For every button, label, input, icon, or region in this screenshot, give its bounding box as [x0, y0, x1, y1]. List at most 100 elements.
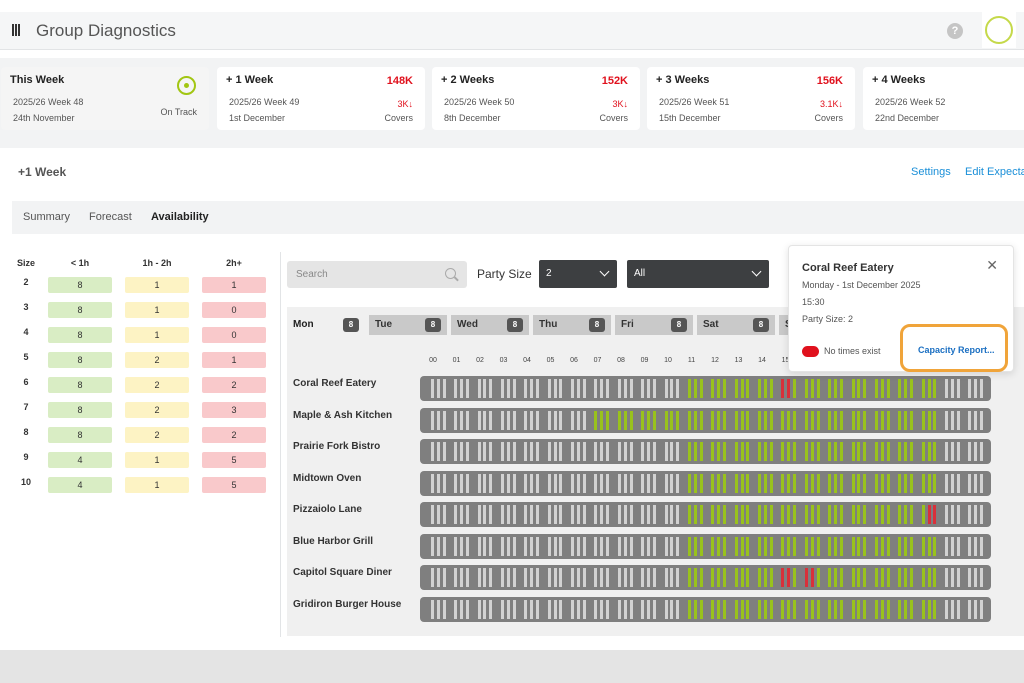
time-slot[interactable] [927, 505, 931, 524]
time-slot[interactable] [874, 505, 878, 524]
time-slot[interactable] [956, 536, 960, 556]
time-slot[interactable] [734, 379, 738, 398]
time-slot[interactable] [500, 379, 504, 398]
count-cell[interactable]: 4 [48, 477, 112, 493]
time-slot[interactable] [641, 599, 645, 619]
time-slot[interactable] [834, 505, 838, 524]
time-slot[interactable] [851, 536, 855, 556]
time-slot[interactable] [664, 536, 668, 556]
time-slot[interactable] [623, 599, 627, 619]
time-slot[interactable] [980, 536, 984, 556]
party-size-select[interactable]: 2 [539, 260, 617, 288]
time-slot[interactable] [500, 599, 504, 619]
time-slot[interactable] [857, 599, 861, 619]
time-slot[interactable] [699, 568, 703, 587]
time-slot[interactable] [571, 599, 575, 619]
time-slot[interactable] [594, 536, 598, 556]
time-slot[interactable] [851, 599, 855, 619]
time-slot[interactable] [921, 379, 925, 398]
time-slot[interactable] [880, 379, 884, 398]
time-slot[interactable] [834, 568, 838, 587]
time-slot[interactable] [576, 410, 580, 430]
time-slot[interactable] [781, 599, 785, 619]
time-slot[interactable] [571, 410, 575, 430]
time-slot[interactable] [950, 505, 954, 524]
time-slot[interactable] [477, 473, 481, 493]
time-slot[interactable] [559, 379, 563, 398]
time-slot[interactable] [652, 410, 656, 430]
time-slot[interactable] [863, 379, 867, 398]
time-slot[interactable] [547, 536, 551, 556]
time-slot[interactable] [758, 536, 762, 556]
time-slot[interactable] [968, 599, 972, 619]
time-slot[interactable] [839, 473, 843, 493]
count-cell[interactable]: 5 [202, 477, 266, 493]
time-slot[interactable] [734, 568, 738, 587]
time-slot[interactable] [980, 442, 984, 461]
count-cell[interactable]: 2 [125, 402, 189, 418]
time-slot[interactable] [857, 442, 861, 461]
time-slot[interactable] [816, 410, 820, 430]
time-slot[interactable] [606, 599, 610, 619]
time-slot[interactable] [576, 505, 580, 524]
time-slot[interactable] [559, 410, 563, 430]
time-slot[interactable] [927, 379, 931, 398]
time-slot[interactable] [769, 568, 773, 587]
time-slot[interactable] [804, 410, 808, 430]
time-slot[interactable] [460, 599, 464, 619]
time-slot[interactable] [606, 442, 610, 461]
time-slot[interactable] [933, 599, 937, 619]
time-slot[interactable] [910, 536, 914, 556]
time-slot[interactable] [676, 473, 680, 493]
time-slot[interactable] [746, 410, 750, 430]
time-slot[interactable] [582, 536, 586, 556]
time-slot[interactable] [763, 473, 767, 493]
restaurant-name[interactable]: Coral Reef Eatery [293, 378, 377, 389]
time-slot[interactable] [530, 568, 534, 587]
time-slot[interactable] [723, 505, 727, 524]
week-card-plus-2[interactable]: + 2 Weeks 152K 2025/26 Week 50 8th Decem… [432, 67, 640, 130]
time-slot[interactable] [886, 473, 890, 493]
time-slot[interactable] [489, 410, 493, 430]
time-slot[interactable] [693, 536, 697, 556]
time-slot[interactable] [477, 568, 481, 587]
time-slot[interactable] [921, 473, 925, 493]
time-slot[interactable] [483, 536, 487, 556]
time-slot[interactable] [834, 599, 838, 619]
time-slot[interactable] [460, 536, 464, 556]
time-slot[interactable] [600, 599, 604, 619]
time-slot[interactable] [664, 410, 668, 430]
count-cell[interactable]: 8 [48, 402, 112, 418]
week-card-plus-3[interactable]: + 3 Weeks 156K 2025/26 Week 51 15th Dece… [647, 67, 855, 130]
time-slot[interactable] [851, 505, 855, 524]
time-slot[interactable] [717, 505, 721, 524]
time-slot[interactable] [769, 536, 773, 556]
time-slot[interactable] [647, 473, 651, 493]
time-slot[interactable] [436, 505, 440, 524]
time-slot[interactable] [500, 505, 504, 524]
time-slot[interactable] [968, 473, 972, 493]
time-slot[interactable] [600, 442, 604, 461]
time-slot[interactable] [857, 379, 861, 398]
count-cell[interactable]: 2 [125, 427, 189, 443]
time-slot[interactable] [647, 505, 651, 524]
time-slot[interactable] [927, 568, 931, 587]
time-slot[interactable] [974, 536, 978, 556]
time-slot[interactable] [950, 379, 954, 398]
time-slot[interactable] [898, 379, 902, 398]
time-slot[interactable] [828, 473, 832, 493]
time-slot[interactable] [904, 473, 908, 493]
time-slot[interactable] [810, 599, 814, 619]
time-slot[interactable] [956, 568, 960, 587]
time-slot[interactable] [524, 568, 528, 587]
time-slot[interactable] [910, 599, 914, 619]
time-slot[interactable] [576, 599, 580, 619]
time-slot[interactable] [430, 379, 434, 398]
time-slot[interactable] [898, 442, 902, 461]
time-slot[interactable] [571, 568, 575, 587]
time-slot[interactable] [641, 473, 645, 493]
time-slot[interactable] [839, 442, 843, 461]
time-slot[interactable] [676, 599, 680, 619]
time-slot[interactable] [623, 379, 627, 398]
time-slot[interactable] [781, 473, 785, 493]
